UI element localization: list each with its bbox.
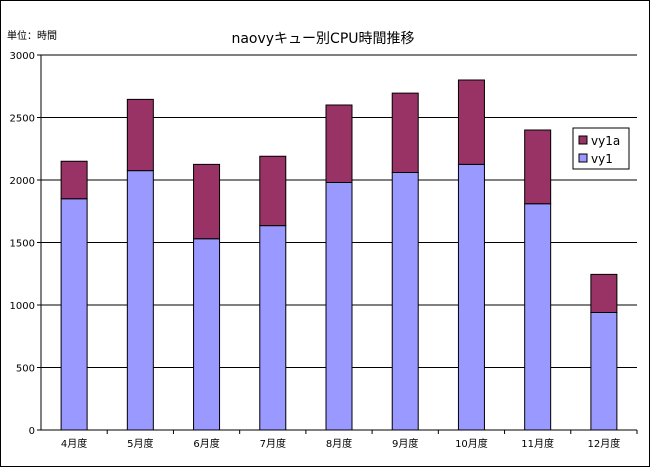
y-tick-label: 500	[16, 364, 35, 375]
x-tick-label: 9月度	[392, 437, 418, 450]
legend-label-vy1a: vy1a	[591, 134, 620, 148]
y-tick-label: 1000	[10, 301, 35, 312]
bar-segment-vy1a	[193, 163, 221, 240]
x-tick-label: 12月度	[588, 437, 621, 450]
bar-segment-vy1a	[391, 92, 419, 173]
bar-segment-vy1	[457, 163, 485, 431]
x-tick-label: 6月度	[193, 437, 219, 450]
legend-swatch-vy1	[578, 153, 588, 163]
y-tick-label: 2000	[10, 176, 35, 187]
chart-title: naovyキュー別CPU時間推移	[231, 31, 414, 47]
y-tick-label: 3000	[10, 51, 35, 62]
bar-segment-vy1	[590, 312, 618, 431]
bar-segment-vy1	[60, 198, 88, 431]
bar-segment-vy1	[391, 172, 419, 431]
x-tick-label: 8月度	[326, 437, 352, 450]
bar-segment-vy1a	[325, 104, 353, 183]
x-tick-label: 7月度	[260, 437, 286, 450]
bars	[60, 79, 618, 431]
x-tick-label: 4月度	[61, 437, 87, 450]
bar-segment-vy1a	[590, 273, 618, 313]
x-tick-label: 5月度	[127, 437, 153, 450]
y-tick-label: 2500	[10, 114, 35, 125]
bar-segment-vy1a	[259, 155, 287, 227]
bar-segment-vy1	[259, 225, 287, 431]
bar-segment-vy1	[193, 238, 221, 431]
y-tick-label: 1500	[10, 239, 35, 250]
bar-segment-vy1a	[60, 160, 88, 200]
bar-segment-vy1a	[126, 98, 154, 172]
y-tick-label: 0	[29, 426, 35, 437]
bar-segment-vy1a	[457, 79, 485, 165]
bar-segment-vy1	[126, 170, 154, 431]
axes: 0 500 1000 1500 2000 2500 3000 4月度 5月度 6月度 7月度 8月度 9…	[10, 51, 638, 450]
unit-label: 単位：時間	[7, 29, 57, 42]
legend: vy1a vy1	[572, 127, 630, 170]
bar-segment-vy1	[524, 203, 552, 431]
bar-segment-vy1a	[524, 129, 552, 205]
x-tick-label: 10月度	[455, 437, 488, 450]
legend-label-vy1: vy1	[591, 152, 613, 166]
bar-segment-vy1	[325, 182, 353, 431]
x-tick-label: 11月度	[521, 437, 554, 450]
legend-swatch-vy1a	[578, 135, 588, 145]
